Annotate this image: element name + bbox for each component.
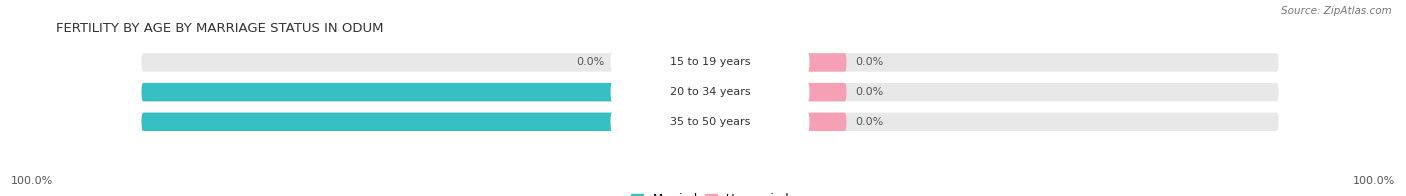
Text: 100.0%: 100.0%	[1353, 176, 1395, 186]
Text: FERTILITY BY AGE BY MARRIAGE STATUS IN ODUM: FERTILITY BY AGE BY MARRIAGE STATUS IN O…	[56, 22, 384, 35]
FancyBboxPatch shape	[142, 113, 619, 131]
Text: 0.0%: 0.0%	[855, 117, 883, 127]
FancyBboxPatch shape	[801, 83, 846, 101]
Text: 20 to 34 years: 20 to 34 years	[669, 87, 751, 97]
FancyBboxPatch shape	[801, 113, 846, 131]
Text: Source: ZipAtlas.com: Source: ZipAtlas.com	[1281, 6, 1392, 16]
Text: 0.0%: 0.0%	[576, 57, 605, 67]
Legend: Married, Unmarried: Married, Unmarried	[631, 193, 789, 196]
FancyBboxPatch shape	[610, 82, 810, 102]
Text: 100.0%: 100.0%	[89, 117, 131, 127]
Text: 100.0%: 100.0%	[11, 176, 53, 186]
FancyBboxPatch shape	[142, 83, 1278, 101]
FancyBboxPatch shape	[142, 113, 1278, 131]
Text: 15 to 19 years: 15 to 19 years	[669, 57, 751, 67]
FancyBboxPatch shape	[610, 112, 810, 132]
FancyBboxPatch shape	[142, 83, 619, 101]
Text: 0.0%: 0.0%	[855, 87, 883, 97]
FancyBboxPatch shape	[142, 53, 1278, 72]
Text: 100.0%: 100.0%	[89, 87, 131, 97]
FancyBboxPatch shape	[801, 53, 846, 72]
FancyBboxPatch shape	[610, 53, 810, 72]
Text: 0.0%: 0.0%	[855, 57, 883, 67]
Text: 35 to 50 years: 35 to 50 years	[669, 117, 751, 127]
